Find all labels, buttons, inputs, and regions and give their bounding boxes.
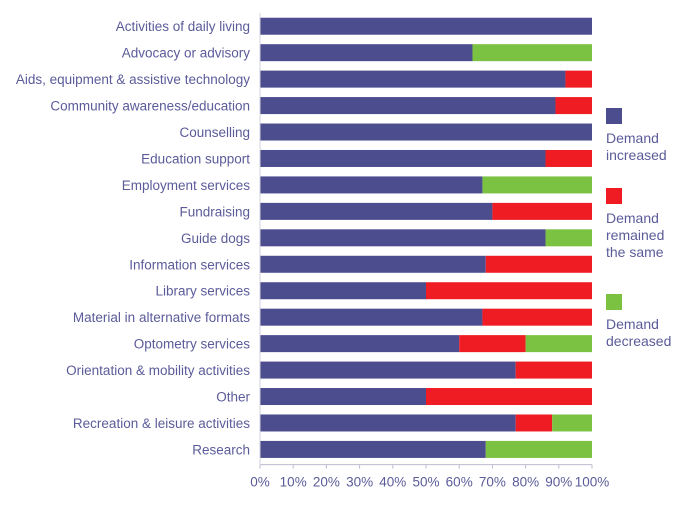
bar-research-demand-increased — [260, 440, 486, 458]
bar-activities-of-daily-living-demand-increased — [260, 17, 592, 35]
legend-item-same: Demand remained the same — [606, 188, 664, 261]
bar-guide-dogs-demand-increased — [260, 229, 546, 247]
category-label-fundraising: Fundraising — [179, 204, 250, 219]
category-label-education-support: Education support — [141, 151, 250, 166]
bar-recreation-leisure-activities-demand-decreased — [552, 414, 592, 432]
legend-swatch-decreased — [606, 294, 622, 310]
category-label-activities-of-daily-living: Activities of daily living — [116, 19, 250, 34]
bar-fundraising-demand-remained-the-same — [492, 202, 592, 220]
x-tick-label: 80% — [512, 475, 539, 490]
category-label-counselling: Counselling — [179, 125, 250, 140]
bar-aids-equipment-assistive-technology-demand-increased — [260, 70, 566, 88]
x-tick-label: 40% — [379, 475, 406, 490]
bar-information-services-demand-increased — [260, 255, 486, 273]
bar-fundraising-demand-increased — [260, 202, 493, 220]
x-tick-label: 90% — [545, 475, 572, 490]
bar-advocacy-or-advisory-demand-increased — [260, 44, 473, 62]
bar-research-demand-decreased — [485, 440, 592, 458]
category-label-employment-services: Employment services — [122, 178, 251, 193]
bar-education-support-demand-increased — [260, 149, 546, 167]
bar-community-awareness-education-demand-increased — [260, 97, 556, 115]
bar-other-demand-increased — [260, 388, 426, 406]
legend-swatch-same — [606, 188, 622, 204]
legend-swatch-increased — [606, 108, 622, 124]
bar-optometry-services-demand-remained-the-same — [459, 335, 526, 353]
category-label-optometry-services: Optometry services — [134, 337, 251, 352]
bar-material-in-alternative-formats-demand-increased — [260, 308, 483, 326]
x-tick-label: 10% — [280, 475, 307, 490]
bar-aids-equipment-assistive-technology-demand-remained-the-same — [565, 70, 592, 88]
category-label-aids-equipment-assistive-technology: Aids, equipment & assistive technology — [16, 72, 250, 87]
legend-item-increased: Demand increased — [606, 108, 667, 164]
legend-label-same: Demand remained the same — [606, 210, 665, 260]
category-label-library-services: Library services — [155, 284, 250, 299]
legend-label-increased: Demand increased — [606, 130, 667, 163]
x-tick-label: 100% — [575, 475, 610, 490]
x-tick-label: 70% — [479, 475, 506, 490]
category-label-advocacy-or-advisory: Advocacy or advisory — [122, 46, 251, 61]
bar-guide-dogs-demand-decreased — [545, 229, 592, 247]
x-tick-label: 30% — [346, 475, 373, 490]
bar-information-services-demand-remained-the-same — [485, 255, 592, 273]
x-tick-label: 0% — [250, 475, 270, 490]
bar-recreation-leisure-activities-demand-remained-the-same — [515, 414, 553, 432]
x-tick-label: 20% — [313, 475, 340, 490]
category-label-guide-dogs: Guide dogs — [181, 231, 250, 246]
bar-material-in-alternative-formats-demand-remained-the-same — [482, 308, 592, 326]
bar-advocacy-or-advisory-demand-decreased — [472, 44, 592, 62]
category-label-information-services: Information services — [129, 257, 250, 272]
bar-employment-services-demand-decreased — [482, 176, 592, 194]
category-label-material-in-alternative-formats: Material in alternative formats — [73, 310, 250, 325]
bar-counselling-demand-increased — [260, 123, 592, 141]
bar-other-demand-remained-the-same — [426, 388, 592, 406]
bar-orientation-mobility-activities-demand-increased — [260, 361, 516, 379]
category-label-orientation-mobility-activities: Orientation & mobility activities — [66, 363, 250, 378]
bar-recreation-leisure-activities-demand-increased — [260, 414, 516, 432]
category-label-other: Other — [216, 390, 250, 405]
category-label-community-awareness-education: Community awareness/education — [50, 99, 250, 114]
bar-orientation-mobility-activities-demand-remained-the-same — [515, 361, 592, 379]
bar-optometry-services-demand-decreased — [525, 335, 592, 353]
category-label-recreation-leisure-activities: Recreation & leisure activities — [73, 416, 250, 431]
bar-community-awareness-education-demand-remained-the-same — [555, 97, 592, 115]
bar-optometry-services-demand-increased — [260, 335, 460, 353]
category-label-research: Research — [192, 442, 250, 457]
x-tick-label: 60% — [446, 475, 473, 490]
bar-employment-services-demand-increased — [260, 176, 483, 194]
bar-library-services-demand-remained-the-same — [426, 282, 592, 300]
x-tick-label: 50% — [412, 475, 439, 490]
legend-item-decreased: Demand decreased — [606, 294, 671, 350]
bar-education-support-demand-remained-the-same — [545, 149, 592, 167]
legend-label-decreased: Demand decreased — [606, 316, 672, 349]
bar-library-services-demand-increased — [260, 282, 426, 300]
